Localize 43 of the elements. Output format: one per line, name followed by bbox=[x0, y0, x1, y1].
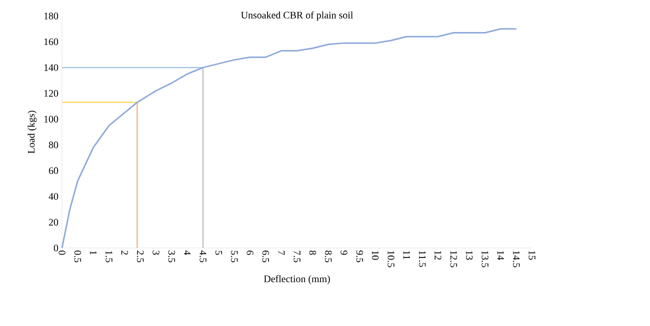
x-tick-label: 13.5 bbox=[482, 251, 488, 268]
x-tick-label: 14 bbox=[497, 251, 504, 260]
y-tick-label: 40 bbox=[48, 193, 58, 200]
x-axis-title: Deflection (mm) bbox=[264, 275, 330, 284]
x-tick-label: 3 bbox=[152, 250, 160, 255]
y-tick-label: 140 bbox=[44, 64, 58, 71]
x-tick-label: 3.5 bbox=[168, 250, 176, 262]
x-tick-label: 5 bbox=[215, 250, 222, 255]
x-tick-label: 10.5 bbox=[388, 251, 394, 268]
x-tick-label: 9 bbox=[340, 250, 348, 255]
x-tick-label: 7 bbox=[278, 250, 285, 255]
x-tick-label: 6 bbox=[246, 250, 254, 255]
y-tick-label: 100 bbox=[44, 116, 58, 122]
x-tick-label: 10 bbox=[372, 251, 379, 260]
x-tick-label: 4 bbox=[184, 250, 191, 256]
x-tick-label: 7.5 bbox=[294, 250, 300, 262]
y-tick-label: 60 bbox=[48, 167, 58, 174]
x-tick-label: 5.5 bbox=[231, 250, 238, 262]
x-tick-label: 8.5 bbox=[324, 250, 332, 262]
x-tick-label: 2 bbox=[121, 250, 128, 255]
y-tick-label: 20 bbox=[48, 218, 58, 226]
x-tick-label: 12.5 bbox=[450, 251, 458, 268]
x-tick-label: 1 bbox=[90, 251, 97, 255]
x-tick-label: 14.5 bbox=[512, 251, 520, 268]
chart-title: Unsoaked CBR of plain soil bbox=[241, 11, 353, 21]
x-tick-label: 1.5 bbox=[106, 251, 112, 262]
x-tick-label: 8 bbox=[309, 250, 316, 255]
y-tick-label: 160 bbox=[44, 38, 58, 46]
x-tick-label: 2.5 bbox=[136, 250, 144, 262]
y-tick-label: 180 bbox=[44, 12, 58, 20]
x-tick-label: 0 bbox=[58, 250, 66, 255]
y-tick-label: 120 bbox=[44, 90, 58, 97]
y-tick-label: 80 bbox=[48, 142, 58, 148]
x-tick-label: 13 bbox=[466, 251, 473, 260]
x-tick-label: 6.5 bbox=[262, 250, 270, 262]
x-tick-label: 0.5 bbox=[74, 250, 82, 262]
x-tick-label: 15 bbox=[528, 251, 536, 260]
y-axis-title: Load (kgs) bbox=[28, 110, 37, 154]
x-tick-label: 12 bbox=[434, 251, 442, 260]
x-tick-label: 11 bbox=[403, 251, 410, 260]
x-tick-label: 9.5 bbox=[356, 250, 364, 262]
x-tick-label: 4.5 bbox=[200, 250, 206, 262]
x-tick-label: 11.5 bbox=[418, 251, 426, 267]
